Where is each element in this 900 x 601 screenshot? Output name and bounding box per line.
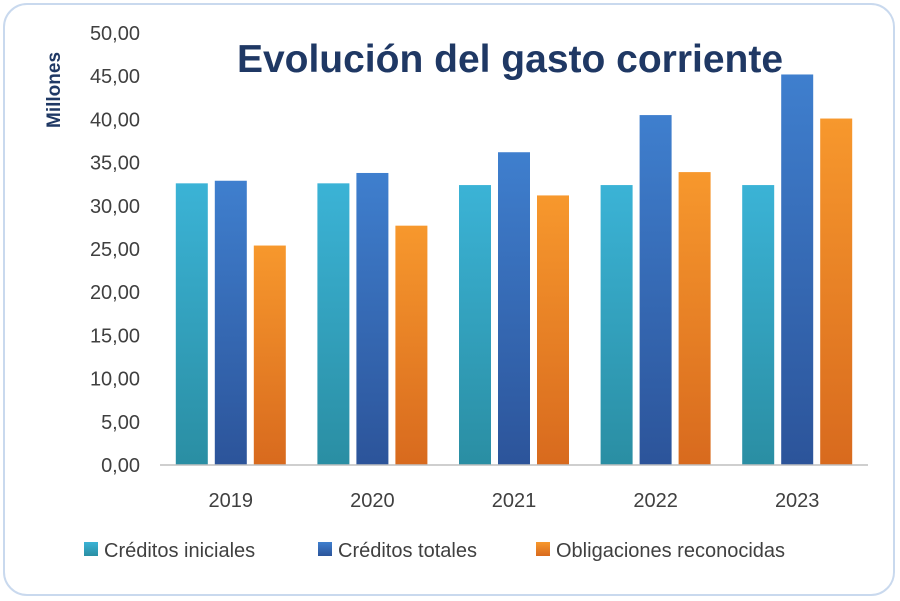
y-axis-label: Millones — [44, 52, 65, 128]
y-tick-label: 5,00 — [101, 412, 140, 434]
legend-swatch — [318, 542, 332, 556]
y-tick-label: 15,00 — [90, 325, 140, 347]
bar-2020-series-1 — [356, 172, 389, 465]
x-tick-label: 2019 — [209, 490, 254, 512]
legend-label: Obligaciones reconocidas — [556, 540, 785, 562]
y-tick-label: 40,00 — [90, 109, 140, 131]
bar-2019-series-0 — [175, 183, 208, 465]
y-tick-label: 0,00 — [101, 455, 140, 477]
bar-2020-series-0 — [317, 183, 350, 465]
legend-swatch — [536, 542, 550, 556]
legend: Créditos iniciales Créditos totales Obliga… — [84, 540, 785, 562]
y-tick-label: 45,00 — [90, 66, 140, 88]
x-tick-label: 2023 — [775, 490, 820, 512]
legend-swatch — [84, 542, 98, 556]
bar-2023-series-2 — [820, 118, 853, 465]
bar-2019-series-1 — [214, 180, 247, 465]
bar-2021-series-1 — [498, 152, 530, 465]
bar-2019-series-2 — [253, 245, 286, 465]
y-tick-label: 10,00 — [90, 369, 140, 391]
bar-2022-series-2 — [678, 172, 711, 465]
y-tick-label: 25,00 — [90, 239, 140, 261]
legend-label: Créditos iniciales — [104, 540, 255, 562]
bar-2021-series-2 — [537, 195, 569, 465]
bars — [175, 74, 853, 466]
x-axis-categories: 2019 2020 2021 2022 2023 — [209, 490, 820, 512]
bar-2023-series-0 — [742, 185, 775, 465]
bar-2020-series-2 — [395, 225, 428, 465]
bar-2022-series-0 — [600, 185, 633, 465]
y-tick-label: 30,00 — [90, 196, 140, 218]
y-tick-label: 35,00 — [90, 153, 140, 175]
y-tick-label: 20,00 — [90, 282, 140, 304]
x-tick-label: 2020 — [350, 490, 395, 512]
x-tick-label: 2022 — [633, 490, 678, 512]
legend-label: Créditos totales — [338, 540, 477, 562]
bar-2023-series-1 — [781, 74, 814, 466]
y-axis-ticks: 0,00 5,00 10,00 15,00 20,00 25,00 30,00 35,00 40… — [90, 23, 140, 477]
bar-2022-series-1 — [639, 115, 672, 465]
x-tick-label: 2021 — [492, 490, 537, 512]
bar-2021-series-0 — [459, 185, 491, 465]
y-tick-label: 50,00 — [90, 23, 140, 45]
chart-title: Evolución del gasto corriente — [237, 38, 783, 81]
